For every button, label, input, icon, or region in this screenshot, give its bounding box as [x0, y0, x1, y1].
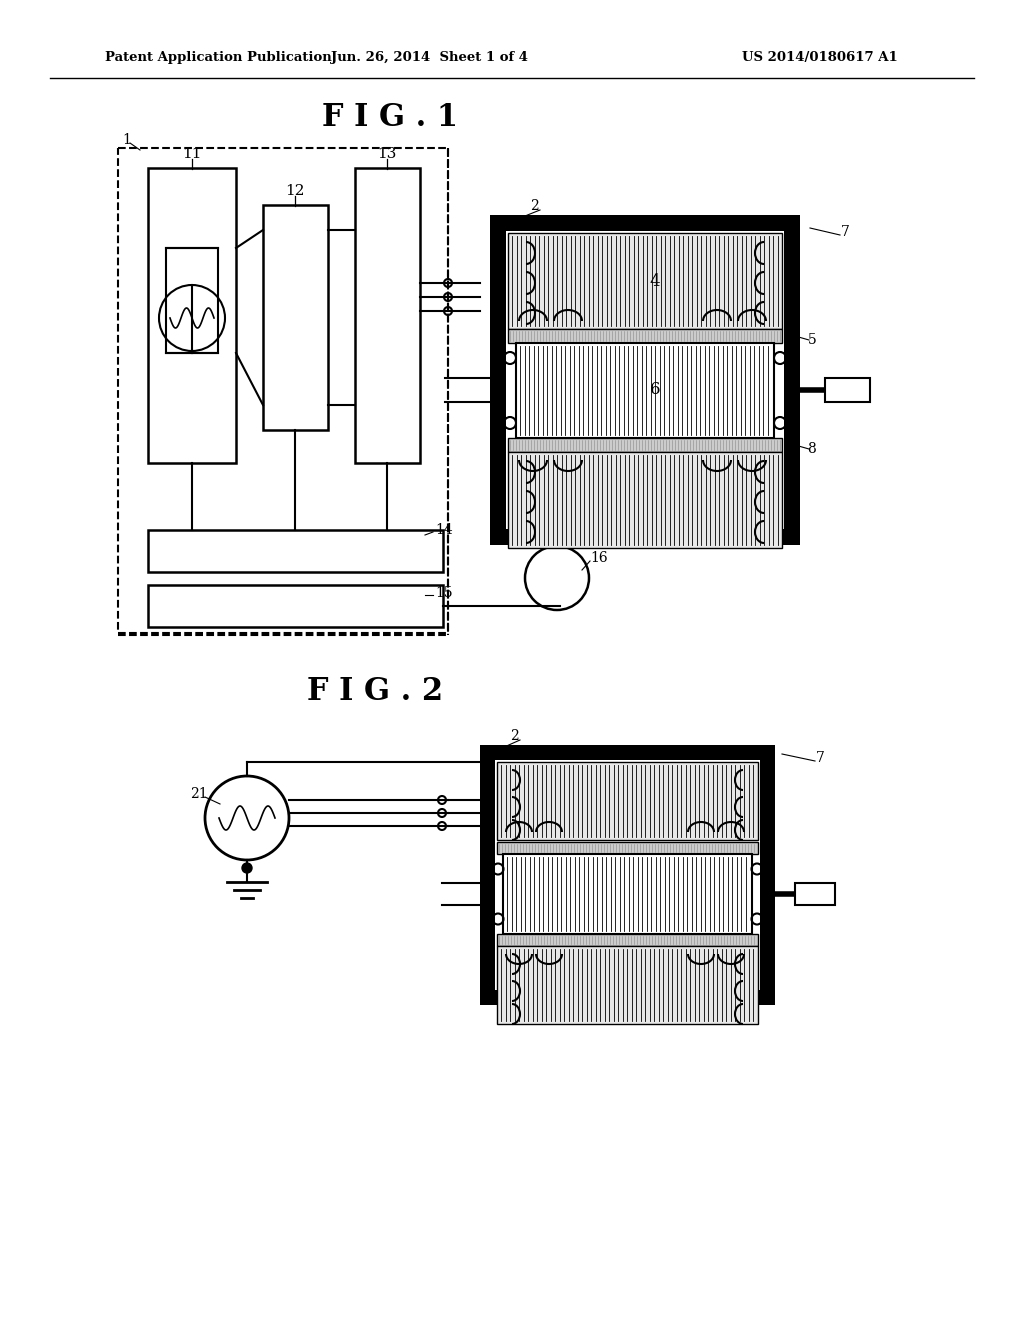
Text: 13: 13	[377, 147, 396, 161]
Bar	[355, 168, 420, 463]
Bar	[497, 842, 758, 854]
Bar	[825, 378, 870, 403]
Bar	[148, 168, 236, 463]
Bar	[508, 329, 782, 343]
Bar	[508, 234, 782, 329]
Text: 5: 5	[808, 333, 816, 347]
Bar	[795, 883, 835, 906]
Bar	[503, 854, 752, 935]
Text: 12: 12	[286, 183, 305, 198]
Text: Patent Application Publication: Patent Application Publication	[105, 51, 332, 65]
Circle shape	[242, 863, 252, 873]
Text: F I G . 1: F I G . 1	[322, 102, 458, 132]
Bar	[497, 946, 758, 1024]
Bar	[497, 935, 758, 946]
Text: 4: 4	[649, 272, 660, 289]
Text: 6: 6	[650, 381, 660, 399]
Bar	[516, 343, 774, 438]
Bar	[508, 438, 782, 451]
Bar	[480, 744, 775, 1005]
Bar	[148, 531, 443, 572]
Bar	[506, 231, 784, 529]
Bar	[148, 585, 443, 627]
Bar	[118, 148, 449, 634]
Bar	[495, 760, 760, 990]
Text: 7: 7	[841, 224, 850, 239]
Text: 14: 14	[435, 523, 453, 537]
Text: 11: 11	[182, 147, 202, 161]
Text: 7: 7	[815, 751, 824, 766]
Text: 1: 1	[122, 133, 131, 147]
Text: US 2014/0180617 A1: US 2014/0180617 A1	[742, 51, 898, 65]
Text: 15: 15	[435, 586, 453, 601]
Text: 21: 21	[190, 787, 208, 801]
Text: 2: 2	[510, 729, 519, 743]
Bar	[263, 205, 328, 430]
Text: F I G . 2: F I G . 2	[307, 676, 443, 708]
Bar	[490, 215, 800, 545]
Text: 16: 16	[590, 550, 607, 565]
Text: Jun. 26, 2014  Sheet 1 of 4: Jun. 26, 2014 Sheet 1 of 4	[332, 51, 528, 65]
Text: 2: 2	[530, 199, 539, 213]
Text: 8: 8	[808, 442, 816, 455]
Bar	[497, 762, 758, 840]
Bar	[166, 248, 218, 352]
Bar	[508, 451, 782, 548]
